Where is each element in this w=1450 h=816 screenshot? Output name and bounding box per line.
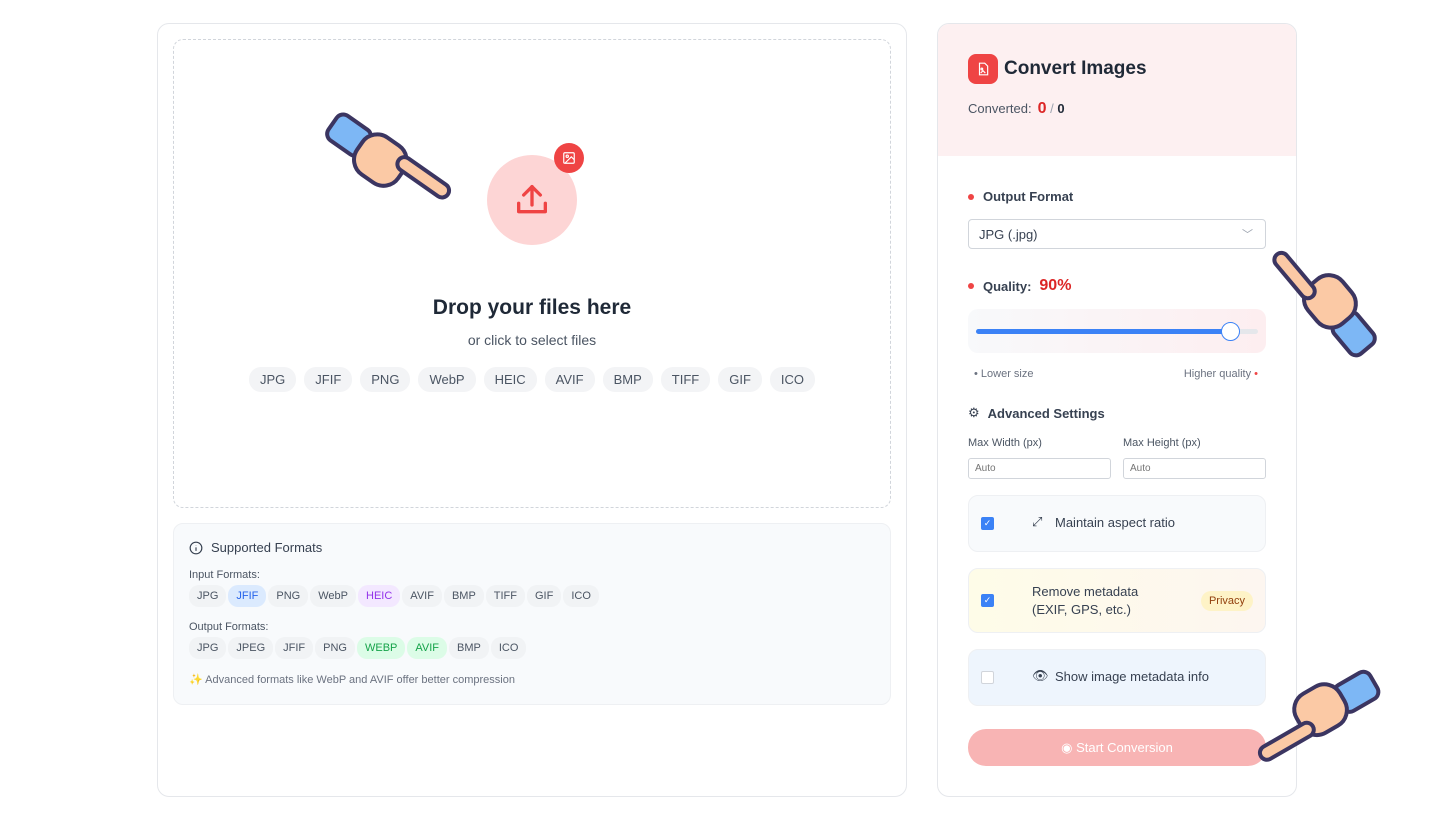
format-chip: GIF [527,585,562,607]
maintain-aspect-option[interactable]: ✓ ⤢ Maintain aspect ratio [968,495,1266,552]
privacy-badge: Privacy [1200,591,1253,611]
total-count: 0 [1057,101,1065,116]
convert-panel: Convert Images Converted: 0 / 0 Output Fo… [937,23,1297,797]
show-metadata-option[interactable]: 👁 Show image metadata info [968,649,1266,706]
supported-title: Supported Formats [211,540,323,555]
format-chip: AVIF [402,585,442,607]
formats-note: Advanced formats like WebP and AVIF offe… [205,674,515,686]
format-chip: WebP [418,367,476,392]
chevron-down-icon: ﹀ [1242,229,1253,241]
sparkle-icon: ✨ [189,674,203,686]
format-chip: AVIF [407,637,448,659]
dropzone-title: Drop your files here [432,296,632,319]
remove-metadata-label: Remove metadata [1032,584,1139,599]
show-metadata-label: Show image metadata info [1055,669,1209,684]
pointing-hand-icon [325,112,452,200]
input-formats-label: Input Formats: [189,569,260,581]
format-chip: ICO [769,367,816,392]
play-icon: ◉ [1061,740,1073,755]
format-chip: HEIC [483,367,537,392]
format-chip: PNG [315,637,355,659]
output-formats-label: Output Formats: [189,621,269,633]
quality-value: 90% [1039,277,1072,294]
input-formats: JPG JFIF PNG WebP HEIC AVIF BMP TIFF GIF… [189,585,875,607]
supported-formats: Supported Formats Input Formats: JPG JFI… [173,523,891,705]
output-format-select[interactable]: JPG (.jpg) ﹀ [968,219,1266,249]
format-chip: WebP [310,585,357,607]
max-width-input[interactable] [968,458,1111,479]
format-chip: JFIF [304,367,353,392]
format-chip: JFIF [275,637,314,659]
image-icon [554,143,584,173]
start-conversion-button[interactable]: ◉ Start Conversion [968,729,1266,766]
format-chips: JPG JFIF PNG WebP HEIC AVIF BMP TIFF GIF… [174,367,890,392]
expand-icon: ⤢ [1032,514,1043,529]
quality-label: Quality: [983,278,1032,294]
remove-metadata-checkbox[interactable]: ✓ [981,594,994,607]
quality-slider[interactable] [968,309,1266,353]
format-chip: BMP [449,637,489,659]
format-chip: PNG [360,367,411,392]
upload-card: Drop your files here or click to select … [157,23,907,797]
lower-size-hint: • Lower size [974,368,1034,380]
format-chip: JPG [189,637,227,659]
format-chip: TIFF [660,367,711,392]
max-width-label: Max Width (px) [968,437,1042,449]
output-format-label: Output Format [983,189,1074,204]
output-formats: JPG JPEG JFIF PNG WEBP AVIF BMP ICO [189,637,875,659]
higher-quality-hint: Higher quality [1183,368,1252,380]
maintain-aspect-checkbox[interactable]: ✓ [981,517,994,530]
slider-thumb[interactable] [1220,322,1240,341]
gear-icon: ⚙ [968,405,980,420]
format-chip: JPG [248,367,297,392]
advanced-settings-label: Advanced Settings [987,405,1105,421]
remove-metadata-option[interactable]: ✓ Remove metadata (EXIF, GPS, etc.) Priva… [968,568,1266,633]
format-chip: AVIF [544,367,595,392]
converted-label: Converted: [968,101,1032,116]
start-conversion-label: Start Conversion [1076,740,1173,755]
format-chip: JPG [189,585,227,607]
format-chip: BMP [602,367,653,392]
format-chip: PNG [268,585,309,607]
panel-title: Convert Images [1004,58,1147,79]
format-chip: GIF [718,367,762,392]
format-chip: JFIF [228,585,267,607]
format-chip: HEIC [358,585,401,607]
pointing-hand-icon [1257,669,1381,762]
maintain-aspect-label: Maintain aspect ratio [1055,515,1175,530]
dropzone-subtitle: or click to select files [467,332,597,348]
eye-icon: 👁 [1032,668,1049,683]
max-height-input[interactable] [1123,458,1266,479]
format-chip: BMP [443,585,484,607]
max-height-label: Max Height (px) [1123,437,1201,449]
file-image-icon [968,54,998,84]
format-chip: TIFF [485,585,525,607]
format-chip: WEBP [356,637,406,659]
converted-count: 0 [1037,100,1047,117]
pointing-hand-icon [1272,250,1377,358]
info-icon [189,541,203,554]
output-format-value: JPG (.jpg) [979,227,1038,242]
converted-sep: / [1050,101,1054,116]
format-chip: ICO [563,585,599,607]
dropzone[interactable]: Drop your files here or click to select … [173,39,891,508]
remove-metadata-sub: (EXIF, GPS, etc.) [1032,602,1131,617]
format-chip: ICO [490,637,527,659]
format-chip: JPEG [228,637,274,659]
show-metadata-checkbox[interactable] [981,671,994,684]
